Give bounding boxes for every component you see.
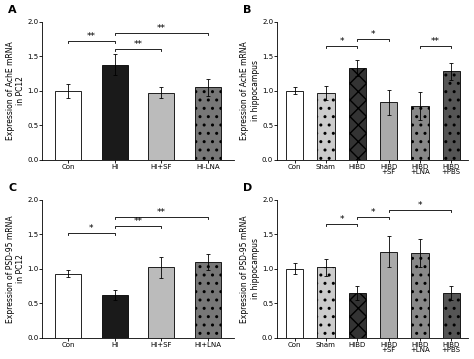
- Bar: [55, 91, 81, 160]
- Bar: [195, 87, 221, 160]
- Bar: [380, 252, 397, 338]
- Text: D: D: [243, 183, 252, 193]
- Bar: [195, 262, 221, 338]
- Y-axis label: Expression of AchE mRNA
in PC12: Expression of AchE mRNA in PC12: [6, 41, 25, 140]
- Y-axis label: Expression of PSD-95 mRNA
in PC12: Expression of PSD-95 mRNA in PC12: [6, 215, 25, 323]
- Text: *: *: [339, 37, 344, 46]
- Bar: [380, 102, 397, 160]
- Bar: [349, 68, 366, 160]
- Text: *: *: [371, 30, 375, 39]
- Text: *: *: [418, 201, 422, 210]
- Bar: [102, 295, 128, 338]
- Bar: [102, 65, 128, 160]
- Text: **: **: [87, 32, 96, 41]
- Bar: [317, 267, 335, 338]
- Bar: [443, 293, 460, 338]
- Bar: [148, 267, 174, 338]
- Bar: [55, 274, 81, 338]
- Y-axis label: Expression of AchE mRNA
in hippocampus: Expression of AchE mRNA in hippocampus: [240, 41, 260, 140]
- Text: **: **: [157, 208, 166, 217]
- Text: **: **: [134, 217, 143, 226]
- Bar: [443, 71, 460, 160]
- Bar: [286, 91, 303, 160]
- Text: *: *: [339, 215, 344, 224]
- Text: **: **: [134, 40, 143, 49]
- Bar: [317, 93, 335, 160]
- Y-axis label: Expression of PSD-95 mRNA
in hippocampus: Expression of PSD-95 mRNA in hippocampus: [240, 215, 260, 323]
- Text: **: **: [431, 37, 440, 46]
- Text: B: B: [243, 5, 251, 15]
- Text: *: *: [371, 208, 375, 217]
- Bar: [148, 93, 174, 160]
- Bar: [286, 269, 303, 338]
- Bar: [349, 293, 366, 338]
- Text: **: **: [157, 24, 166, 33]
- Text: C: C: [8, 183, 16, 193]
- Text: A: A: [8, 5, 17, 15]
- Bar: [411, 253, 428, 338]
- Text: *: *: [89, 224, 94, 233]
- Bar: [411, 106, 428, 160]
